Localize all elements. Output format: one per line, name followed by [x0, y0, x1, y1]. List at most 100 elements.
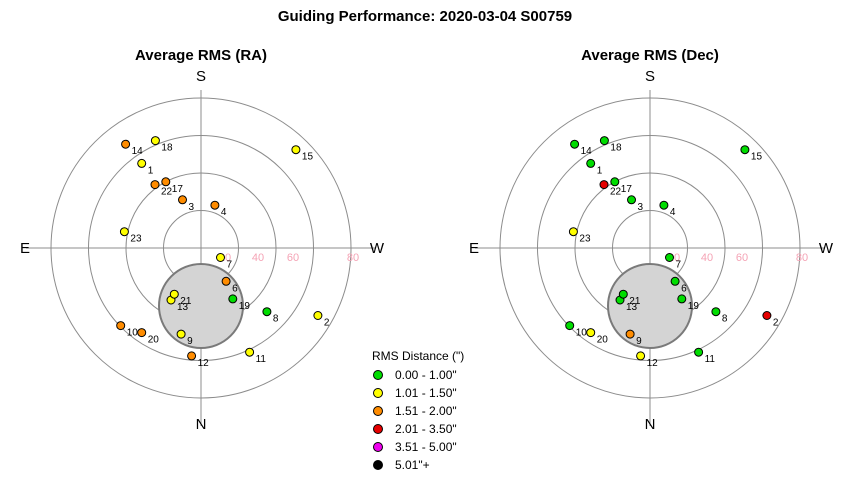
point-label: 14: [581, 146, 593, 157]
legend-swatch: [373, 460, 383, 470]
point-label: 14: [132, 146, 144, 157]
data-point: [161, 177, 171, 187]
point-label: 15: [751, 152, 763, 163]
data-point: [568, 227, 578, 237]
data-point: [625, 329, 635, 339]
point-label: 12: [647, 358, 659, 369]
point-label: 1: [148, 165, 154, 176]
direction-label-right: W: [819, 240, 834, 257]
point-label: 13: [177, 302, 189, 313]
legend-label: 3.51 - 5.00": [395, 440, 457, 454]
radial-tick-label: 60: [736, 252, 748, 264]
data-point: [116, 321, 126, 331]
point-label: 6: [681, 283, 687, 294]
legend-label: 5.01"+: [395, 458, 430, 472]
point-label: 18: [610, 143, 622, 154]
direction-label-right: W: [370, 240, 385, 257]
data-point: [119, 227, 129, 237]
data-point: [677, 294, 687, 304]
legend-item: 2.01 - 3.50": [372, 420, 464, 438]
legend-item: 0.00 - 1.00": [372, 366, 464, 384]
exclusion-zone: [158, 263, 244, 349]
data-point: [262, 307, 272, 317]
point-label: 20: [597, 335, 609, 346]
legend-label: 2.01 - 3.50": [395, 422, 457, 436]
point-label: 8: [722, 314, 728, 325]
legend-swatch: [373, 424, 383, 434]
legend-item: 5.01"+: [372, 456, 464, 474]
point-label: 22: [610, 187, 622, 198]
data-point: [627, 195, 636, 205]
data-point: [636, 351, 646, 361]
legend-label: 1.01 - 1.50": [395, 386, 457, 400]
data-point: [599, 136, 609, 146]
point-label: 2: [773, 318, 779, 329]
point-label: 11: [256, 354, 267, 365]
point-label: 20: [148, 335, 160, 346]
point-label: 21: [180, 296, 192, 307]
point-label: 22: [161, 187, 173, 198]
data-point: [586, 328, 596, 338]
data-point: [245, 347, 255, 357]
direction-label-top: S: [645, 68, 655, 85]
point-label: 6: [232, 283, 238, 294]
radial-tick-label: 80: [796, 252, 808, 264]
point-label: 7: [676, 260, 682, 271]
point-label: 23: [130, 234, 142, 245]
point-label: 9: [187, 336, 193, 347]
point-label: 13: [626, 302, 638, 313]
data-point: [570, 139, 580, 149]
page-title: Guiding Performance: 2020-03-04 S00759: [277, 8, 573, 25]
point-label: 21: [629, 296, 641, 307]
data-point: [150, 180, 160, 190]
data-point: [169, 289, 179, 299]
point-label: 19: [688, 301, 700, 312]
data-point: [694, 347, 704, 357]
legend-swatch: [373, 370, 383, 380]
direction-label-left: E: [20, 240, 30, 257]
data-point: [599, 180, 609, 190]
data-point: [665, 253, 674, 262]
legend-label: 1.51 - 2.00": [395, 404, 457, 418]
data-point: [150, 136, 160, 146]
data-point: [121, 139, 131, 149]
point-label: 23: [579, 234, 591, 245]
data-point: [221, 276, 231, 286]
data-point: [137, 158, 147, 168]
point-label: 17: [621, 184, 633, 195]
legend: RMS Distance (") 0.00 - 1.00" 1.01 - 1.5…: [372, 349, 464, 474]
point-label: 19: [239, 301, 251, 312]
direction-label-bottom: N: [196, 416, 207, 433]
data-point: [313, 311, 323, 320]
data-point: [659, 200, 669, 210]
data-point: [711, 307, 721, 317]
direction-label-top: S: [196, 68, 206, 85]
data-point: [618, 289, 628, 299]
legend-item: 1.51 - 2.00": [372, 402, 464, 420]
data-point: [740, 145, 750, 155]
point-label: 9: [636, 336, 642, 347]
data-point: [762, 311, 772, 320]
chart-title: Average RMS (RA): [135, 47, 267, 64]
point-label: 3: [189, 202, 195, 213]
legend-title: RMS Distance ("): [372, 349, 465, 363]
point-label: 17: [172, 184, 184, 195]
data-point: [187, 351, 197, 361]
radial-tick-label: 40: [701, 252, 713, 264]
radial-tick-label: 40: [252, 252, 264, 264]
point-label: 15: [302, 152, 314, 163]
legend-item: 3.51 - 5.00": [372, 438, 464, 456]
legend-swatch: [373, 406, 383, 416]
point-label: 18: [161, 143, 173, 154]
point-label: 10: [576, 328, 588, 339]
point-label: 3: [638, 202, 644, 213]
data-point: [176, 329, 186, 339]
data-point: [670, 276, 680, 286]
point-label: 7: [227, 260, 233, 271]
data-point: [210, 200, 220, 210]
legend-swatch: [373, 388, 383, 398]
point-label: 10: [127, 328, 139, 339]
point-label: 8: [273, 314, 279, 325]
radial-tick-label: 60: [287, 252, 299, 264]
